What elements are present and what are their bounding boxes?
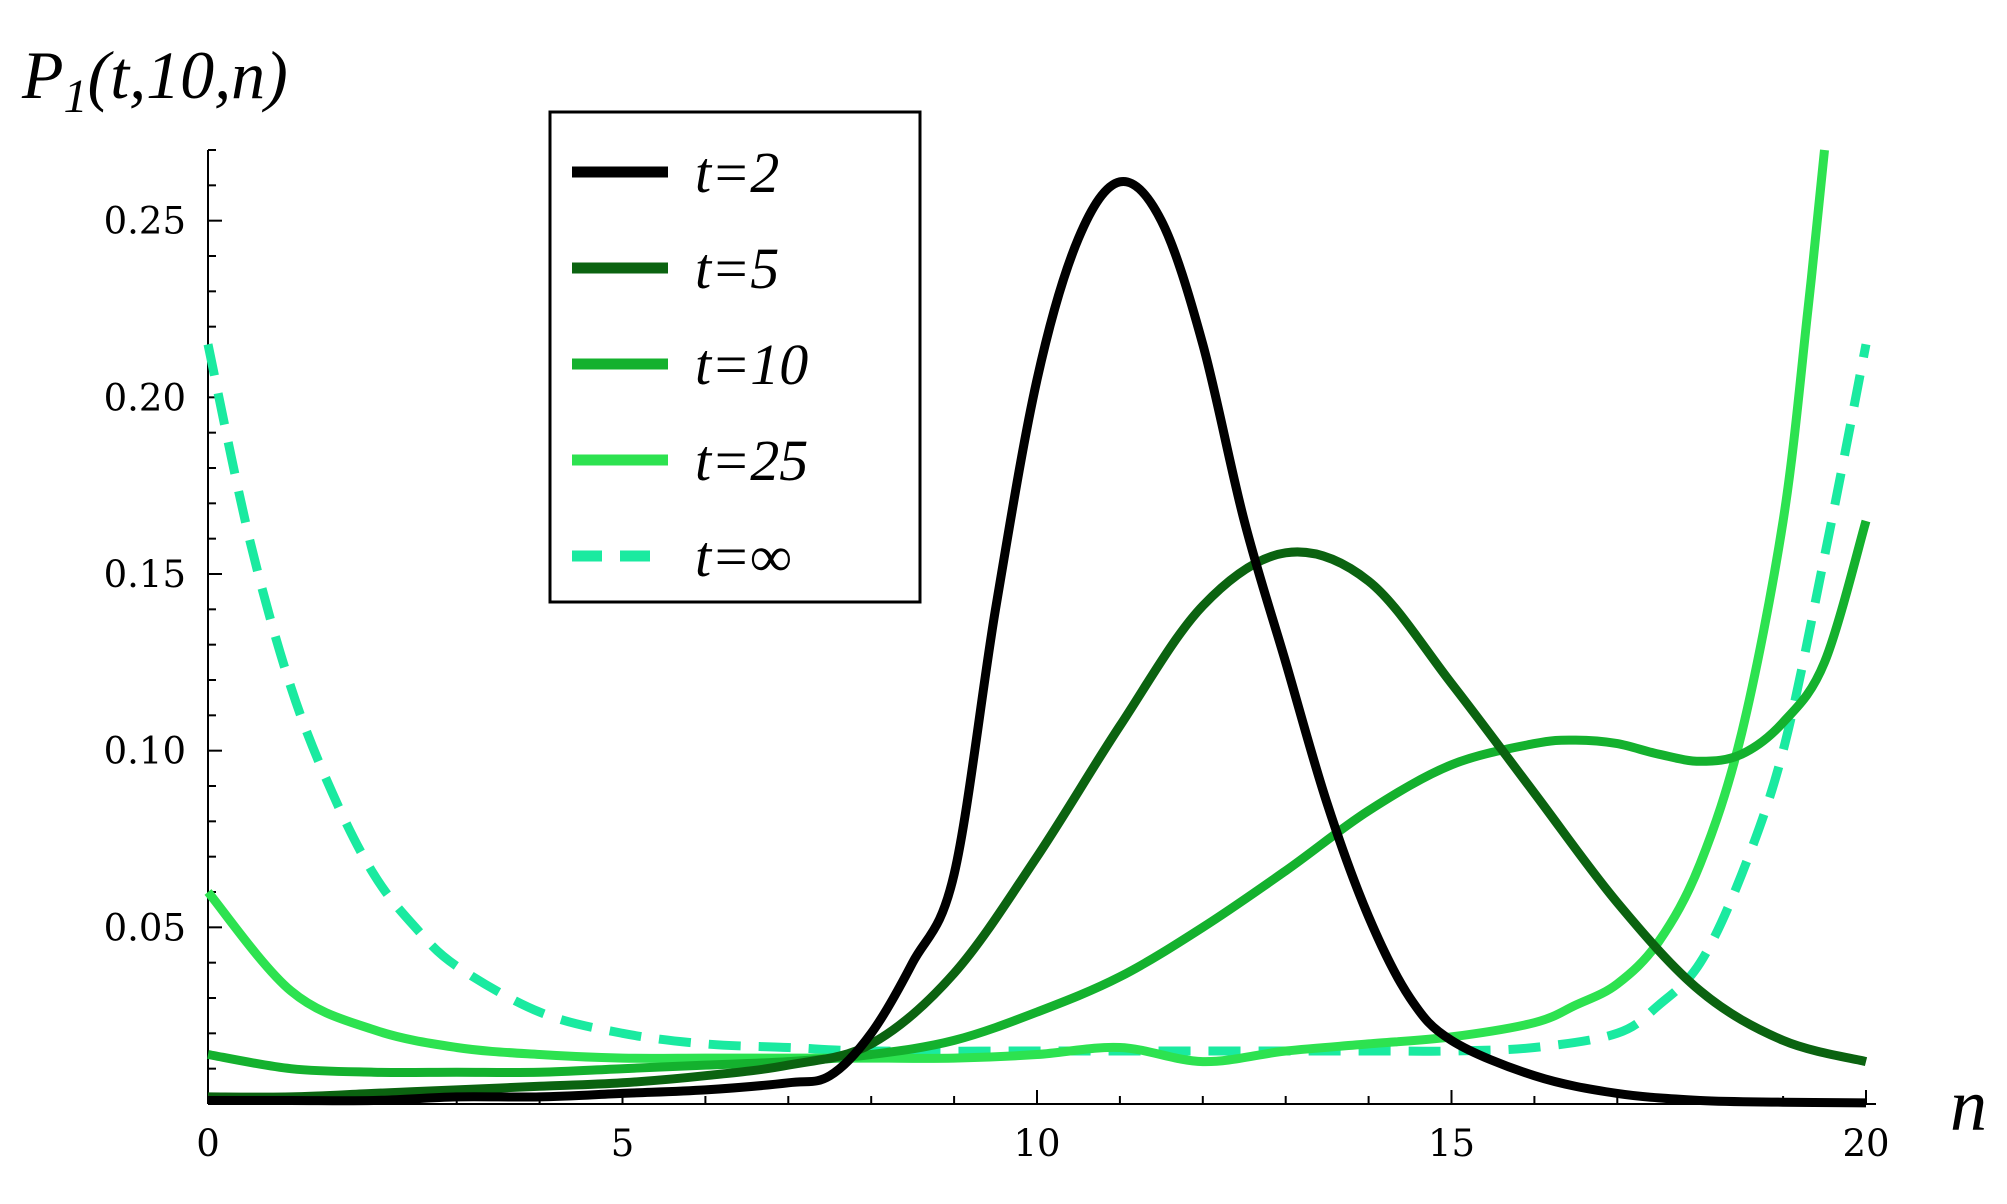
series-line-4: [203, 343, 1871, 1056]
series-layer: [203, 149, 1871, 1108]
y-axis-title-args: (t,10,n): [88, 37, 288, 113]
y-tick-label: 0.10: [104, 730, 186, 773]
y-tick-label: 0.15: [104, 553, 186, 596]
x-tick-label: 5: [611, 1122, 635, 1165]
series-line-3: [204, 149, 1829, 1067]
legend-box: [548, 110, 922, 604]
y-axis-title: P1(t,10,n): [21, 37, 288, 123]
y-tick-label: 0.20: [104, 376, 186, 419]
x-tick-label: 10: [1013, 1122, 1060, 1165]
legend-label-2: t=10: [695, 332, 808, 397]
x-tick-label: 20: [1842, 1122, 1889, 1165]
axis-titles: P1(t,10,n) n: [21, 37, 1987, 1147]
y-axis-title-main: P: [21, 37, 64, 113]
series-line-2: [207, 519, 1871, 1077]
legend-label-0: t=2: [695, 140, 779, 205]
legend-label-4: t=∞: [695, 524, 792, 589]
series-line-1: [207, 547, 1868, 1102]
axes: 0 5 10 15 20 0.05 0.10 0.15 0.20 0.25: [104, 149, 1890, 1165]
x-axis-title: n: [1950, 1065, 1987, 1147]
legend-label-1: t=5: [695, 236, 779, 301]
y-tick-label: 0.25: [104, 200, 186, 243]
x-tick-label: 15: [1428, 1122, 1475, 1165]
legend-label-3: t=25: [695, 428, 808, 493]
legend: t=2 t=5 t=10 t=25 t=∞: [548, 110, 922, 604]
x-tick-label: 0: [196, 1122, 220, 1165]
series-line-0: [208, 176, 1867, 1108]
y-tick-label: 0.05: [104, 906, 186, 949]
y-axis-title-sub: 1: [64, 70, 88, 123]
